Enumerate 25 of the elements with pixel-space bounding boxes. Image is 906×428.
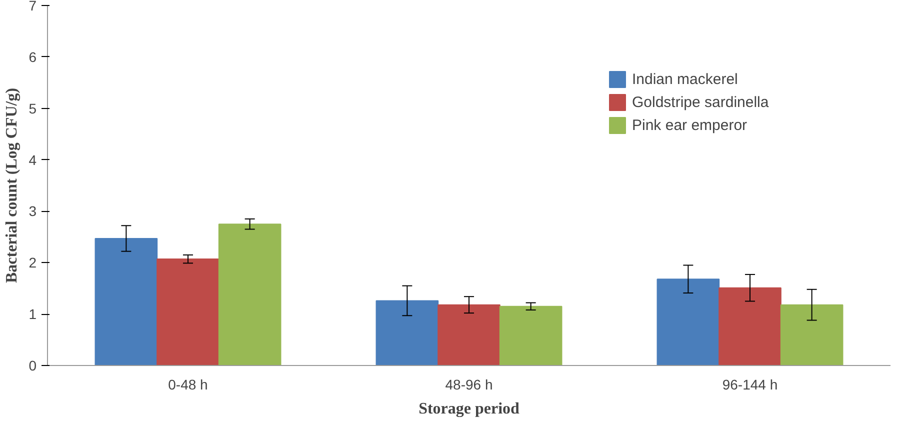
x-axis-title: Storage period [418,400,520,418]
bar [780,304,844,366]
bar [656,278,720,366]
bar [94,238,158,366]
y-tick-label: 5 [28,100,37,116]
x-tick-label: 96-144 h [722,376,778,392]
y-tick-label: 0 [28,358,37,374]
y-tick-label: 7 [28,0,37,14]
y-tick-label: 1 [28,306,37,322]
legend-label: Pink ear emperor [632,116,748,134]
legend-label: Indian mackerel [632,70,738,88]
bar [156,258,220,366]
legend-label: Goldstripe sardinella [632,94,769,110]
bar [438,304,500,366]
bar [499,306,562,366]
y-tick-label: 6 [28,48,37,65]
y-tick-label: 4 [28,152,37,168]
y-tick-label: 3 [28,203,37,220]
y-axis-title: Bacterial count (Log CFU/g) [4,88,21,284]
y-tick-label: 2 [28,254,37,271]
bar [376,300,439,366]
x-tick-label: 0-48 h [168,376,208,392]
x-tick-label: 48-96 h [445,376,493,392]
bar [218,224,282,366]
bar [718,287,782,366]
